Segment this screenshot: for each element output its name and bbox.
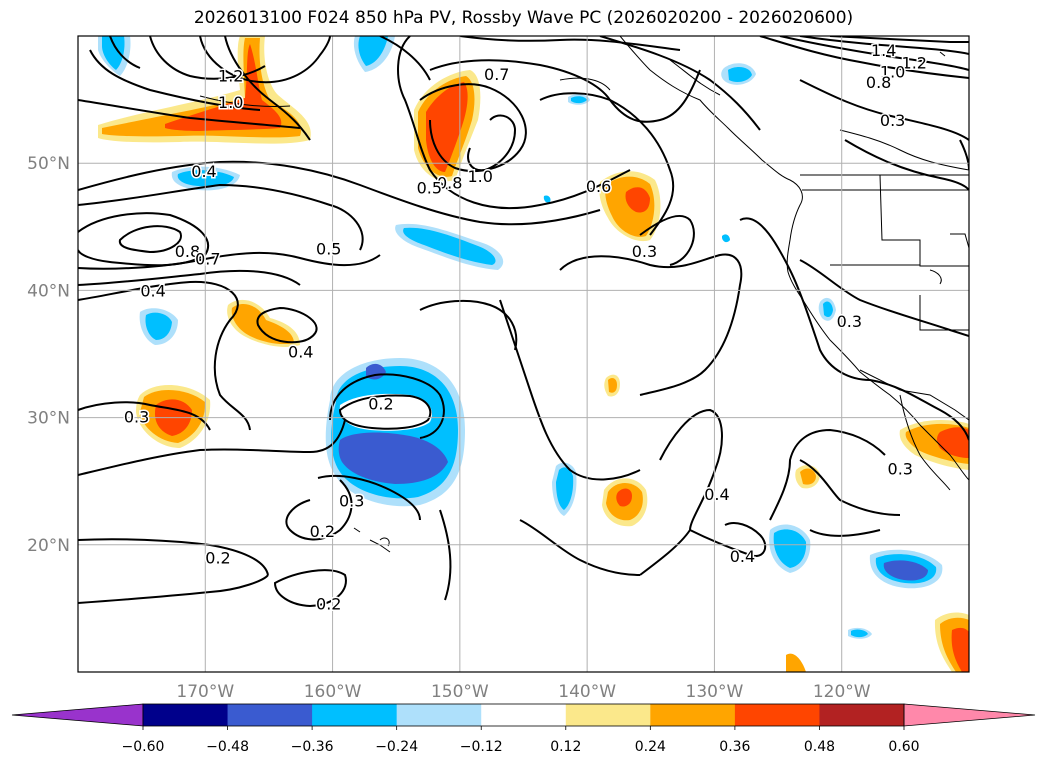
contour-label: 0.2 <box>368 395 393 414</box>
contour-label: 1.0 <box>880 63 905 82</box>
contour-label: 0.2 <box>310 522 335 541</box>
colorbar-segment <box>565 704 651 726</box>
contour-label: 0.8 <box>437 173 462 192</box>
colorbar-tick-label: 0.12 <box>550 739 581 755</box>
lat-tick-label: 40°N <box>27 281 70 301</box>
colorbar-segment <box>396 704 482 726</box>
pv-shading-negative <box>98 36 943 639</box>
pv-shading-positive <box>98 36 969 672</box>
colorbar-segment <box>312 704 398 726</box>
contour-label: 0.3 <box>339 491 364 510</box>
contour-label: 0.5 <box>316 239 341 258</box>
colorbar-tick-label: −0.36 <box>291 739 334 755</box>
lon-tick-label: 170°W <box>176 682 234 702</box>
lon-tick-label: 120°W <box>813 682 871 702</box>
colorbar-extend-high <box>903 703 1036 727</box>
contour-label: 0.8 <box>175 242 200 261</box>
contour-label: 0.2 <box>205 549 230 568</box>
colorbar-segment <box>227 704 313 726</box>
contour-label: 0.3 <box>632 242 657 261</box>
contour-label: 0.4 <box>704 485 729 504</box>
contour-label: 1.2 <box>902 54 927 73</box>
contour-label: 1.4 <box>871 41 896 60</box>
colorbar-segment <box>734 704 820 726</box>
contour-label: 0.6 <box>586 177 611 196</box>
colorbar: −0.60 −0.48 −0.36 −0.24 −0.12 0.12 0.24 0.36 0.4… <box>11 703 1036 755</box>
contour-label: 0.4 <box>140 281 165 300</box>
colorbar-tick-label: −0.12 <box>460 739 503 755</box>
contour-label: 1.2 <box>218 66 243 85</box>
contour-label: 0.3 <box>837 312 862 331</box>
contour-label: 0.7 <box>195 250 220 269</box>
colorbar-tick-label: 0.60 <box>888 739 919 755</box>
map-title: 2026013100 F024 850 hPa PV, Rossby Wave … <box>193 8 854 28</box>
colorbar-extend-low <box>11 703 144 727</box>
colorbar-outline <box>142 703 905 727</box>
colorbar-segment <box>143 704 229 726</box>
colorbar-segment <box>481 704 567 726</box>
contour-label: 0.7 <box>484 65 509 84</box>
longitude-labels: 170°W 160°W 150°W 140°W 130°W 120°W <box>176 682 870 702</box>
contour-label: 0.4 <box>730 547 755 566</box>
colorbar-tick-label: −0.60 <box>122 739 165 755</box>
lon-tick-label: 130°W <box>686 682 744 702</box>
contour-label: 1.0 <box>467 167 492 186</box>
lon-tick-label: 140°W <box>558 682 616 702</box>
contour-label: 0.4 <box>191 162 216 181</box>
contour-labels: 1.21.00.71.41.21.00.80.30.4 1.00.80.5 0.60… <box>122 39 928 614</box>
lat-tick-label: 50°N <box>27 154 70 174</box>
coastlines <box>199 36 969 553</box>
contour-label: 0.5 <box>417 178 442 197</box>
map-panel: 1.21.00.71.41.21.00.80.30.4 1.00.80.5 0.60… <box>78 36 969 672</box>
latitude-labels: 50°N 40°N 30°N 20°N <box>27 154 70 556</box>
colorbar-segment <box>650 704 736 726</box>
map-frame <box>77 35 970 673</box>
colorbar-tick-label: 0.24 <box>635 739 666 755</box>
contour-label: 0.2 <box>316 594 341 613</box>
contour-label: 1.0 <box>218 93 243 112</box>
lat-tick-label: 20°N <box>27 536 70 556</box>
lon-tick-label: 150°W <box>431 682 489 702</box>
lat-tick-label: 30°N <box>27 409 70 429</box>
colorbar-tick-label: −0.24 <box>375 739 418 755</box>
contour-label: 0.3 <box>880 111 905 130</box>
lon-tick-label: 160°W <box>304 682 362 702</box>
colorbar-tick-label: 0.36 <box>719 739 750 755</box>
colorbar-tick-label: 0.48 <box>804 739 835 755</box>
contour-label: 0.4 <box>288 342 313 361</box>
contour-label: 0.3 <box>888 459 913 478</box>
colorbar-tick-label: −0.48 <box>206 739 249 755</box>
contour-label: 0.8 <box>866 73 891 92</box>
gridlines <box>78 36 969 672</box>
contour-label: 0.3 <box>124 407 149 426</box>
pv-contours <box>78 36 969 608</box>
colorbar-segment <box>819 704 905 726</box>
